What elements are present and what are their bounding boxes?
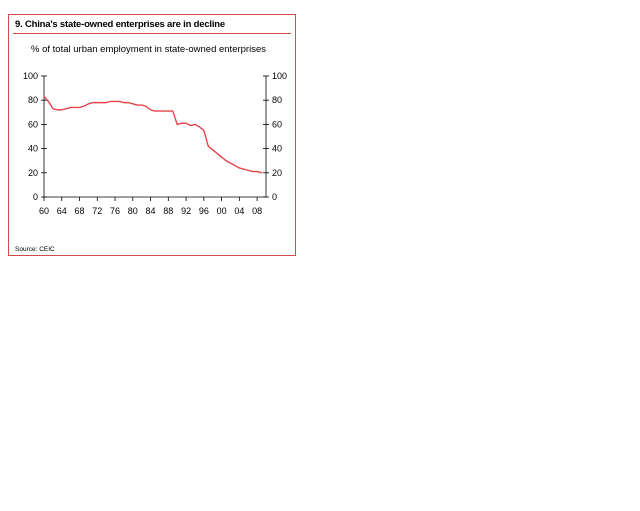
series-line-0 (43, 95, 263, 174)
y-tick-label-left: 80 (28, 95, 38, 105)
chart-figure: 9. China's state-owned enterprises are i… (8, 14, 296, 256)
x-tick-label: 00 (217, 206, 227, 216)
y-tick-label-left: 60 (28, 119, 38, 129)
x-tick-label: 84 (146, 206, 156, 216)
x-tick-label: 96 (199, 206, 209, 216)
y-tick-label-right: 60 (272, 119, 282, 129)
y-tick-label-right: 40 (272, 144, 282, 154)
y-tick-label-left: 0 (33, 192, 38, 202)
y-tick-label-right: 100 (272, 71, 287, 81)
title-divider (13, 33, 291, 34)
chart-title: 9. China's state-owned enterprises are i… (15, 19, 225, 30)
x-tick-label: 68 (75, 206, 85, 216)
x-tick-label: 88 (163, 206, 173, 216)
y-tick-label-left: 100 (23, 71, 38, 81)
x-tick-label: 76 (110, 206, 120, 216)
y-tick-label-right: 80 (272, 95, 282, 105)
chart-subtitle: % of total urban employment in state-own… (31, 44, 266, 55)
y-tick-label-left: 20 (28, 168, 38, 178)
y-tick-label-left: 40 (28, 144, 38, 154)
y-tick-label-right: 0 (272, 192, 277, 202)
x-tick-label: 64 (57, 206, 67, 216)
y-tick-label-right: 20 (272, 168, 282, 178)
chart-source: Source: CEIC (15, 246, 55, 253)
series-layer (43, 95, 263, 174)
x-tick-label: 72 (92, 206, 102, 216)
x-tick-label: 08 (252, 206, 262, 216)
x-tick-label: 80 (128, 206, 138, 216)
x-tick-label: 60 (39, 206, 49, 216)
x-tick-label: 92 (181, 206, 191, 216)
x-tick-label: 04 (234, 206, 244, 216)
